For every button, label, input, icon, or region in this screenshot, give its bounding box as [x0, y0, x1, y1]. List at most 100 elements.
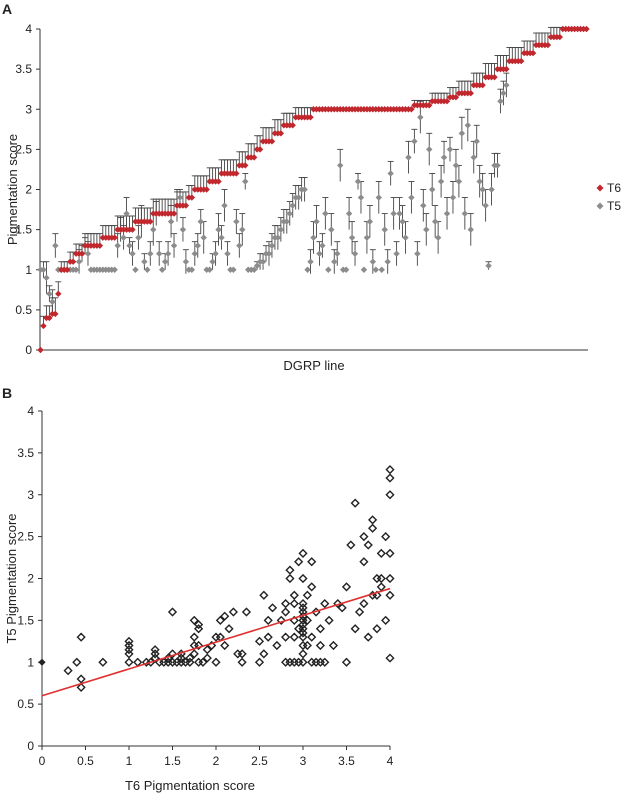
point: [194, 619, 204, 630]
point-t5: [72, 266, 80, 273]
point: [307, 557, 317, 567]
point-t6: [242, 162, 249, 169]
point-t5: [357, 194, 365, 201]
point: [237, 649, 247, 659]
point-t6: [443, 98, 451, 105]
point: [263, 615, 273, 625]
point: [124, 645, 134, 655]
point-t5: [408, 194, 415, 201]
point: [372, 624, 382, 634]
point-t5: [470, 154, 477, 161]
point: [76, 682, 86, 692]
point-t5: [449, 194, 457, 201]
point-t6: [233, 170, 240, 177]
point: [150, 649, 160, 659]
point-t5: [161, 258, 169, 265]
point: [354, 607, 365, 617]
point-t5: [167, 218, 175, 225]
point: [341, 582, 352, 592]
point-t5: [277, 226, 285, 233]
point: [381, 615, 391, 625]
panel-a-axes: 0 0.5 1 1.5 2 2.5 3 3.5 4: [15, 22, 588, 357]
point: [281, 599, 291, 609]
point-t5: [443, 210, 451, 217]
panel-a-y-tick-label: 1: [25, 263, 32, 277]
point: [368, 515, 378, 525]
point: [385, 490, 395, 500]
point-t5: [197, 218, 204, 225]
point-t5: [84, 250, 92, 257]
point: [189, 649, 199, 659]
point: [185, 657, 195, 667]
point-t6: [289, 122, 296, 129]
legend-marker-t5: [596, 202, 604, 210]
point-t5: [224, 250, 231, 257]
panel-b-x-tick-label: 3: [300, 754, 307, 768]
point-t5: [221, 202, 228, 209]
point-t5: [399, 218, 406, 225]
point-t5: [354, 178, 362, 185]
point: [194, 640, 204, 651]
point: [328, 640, 339, 651]
point: [302, 590, 312, 600]
point-t5: [360, 266, 368, 273]
point-t5: [274, 234, 282, 241]
point-t5: [458, 130, 466, 137]
panel-b-x-tick-label: 1: [126, 754, 133, 768]
point: [298, 632, 308, 642]
point: [150, 645, 160, 655]
point-t5: [366, 218, 374, 225]
panel-b-y-tick-label: 3: [27, 488, 34, 502]
point-t5: [488, 186, 495, 193]
panel-a-series-t5: [37, 81, 510, 306]
point-t5: [191, 250, 199, 257]
point: [363, 632, 373, 642]
point: [376, 582, 386, 592]
point: [198, 657, 208, 667]
panel-a-y-tick-label: 0: [25, 343, 32, 357]
point-t5: [170, 242, 178, 249]
point-t5: [417, 114, 424, 121]
point-t6: [277, 130, 285, 137]
point-t5: [384, 258, 391, 265]
point: [281, 632, 291, 642]
point-t5: [283, 218, 290, 225]
point: [337, 603, 347, 613]
point-t5: [75, 258, 83, 265]
point-t5: [236, 242, 243, 249]
point: [298, 603, 308, 613]
point: [298, 548, 308, 558]
point: [63, 666, 73, 676]
point-t5: [446, 146, 454, 153]
point-t5: [500, 90, 507, 97]
panel-a-y-tick-label: 0.5: [15, 303, 32, 317]
panel-b-y-tick-label: 4: [27, 404, 34, 418]
point-t6: [408, 106, 415, 113]
point-t5: [381, 226, 388, 233]
point: [385, 573, 395, 584]
point-t5: [437, 178, 445, 185]
point: [298, 657, 308, 667]
point-t5: [322, 210, 329, 217]
panel-b-y-tick-label: 0.5: [17, 697, 34, 711]
point-t5: [250, 266, 258, 273]
point-t5: [476, 178, 483, 185]
point: [298, 619, 308, 630]
point-t5: [390, 210, 397, 217]
point-t6: [215, 178, 222, 185]
point-t6: [188, 194, 196, 201]
point: [307, 632, 317, 642]
point: [376, 548, 386, 558]
point-t5: [325, 266, 332, 273]
point: [381, 532, 391, 542]
point: [359, 532, 369, 542]
point-t5: [111, 266, 118, 273]
point: [254, 636, 265, 646]
point: [298, 649, 308, 659]
point-t5: [194, 242, 201, 249]
point-t6: [479, 81, 486, 89]
point-t6: [556, 33, 563, 41]
point-t6: [96, 242, 104, 249]
point-t5: [431, 218, 439, 225]
point-t5: [345, 210, 353, 217]
